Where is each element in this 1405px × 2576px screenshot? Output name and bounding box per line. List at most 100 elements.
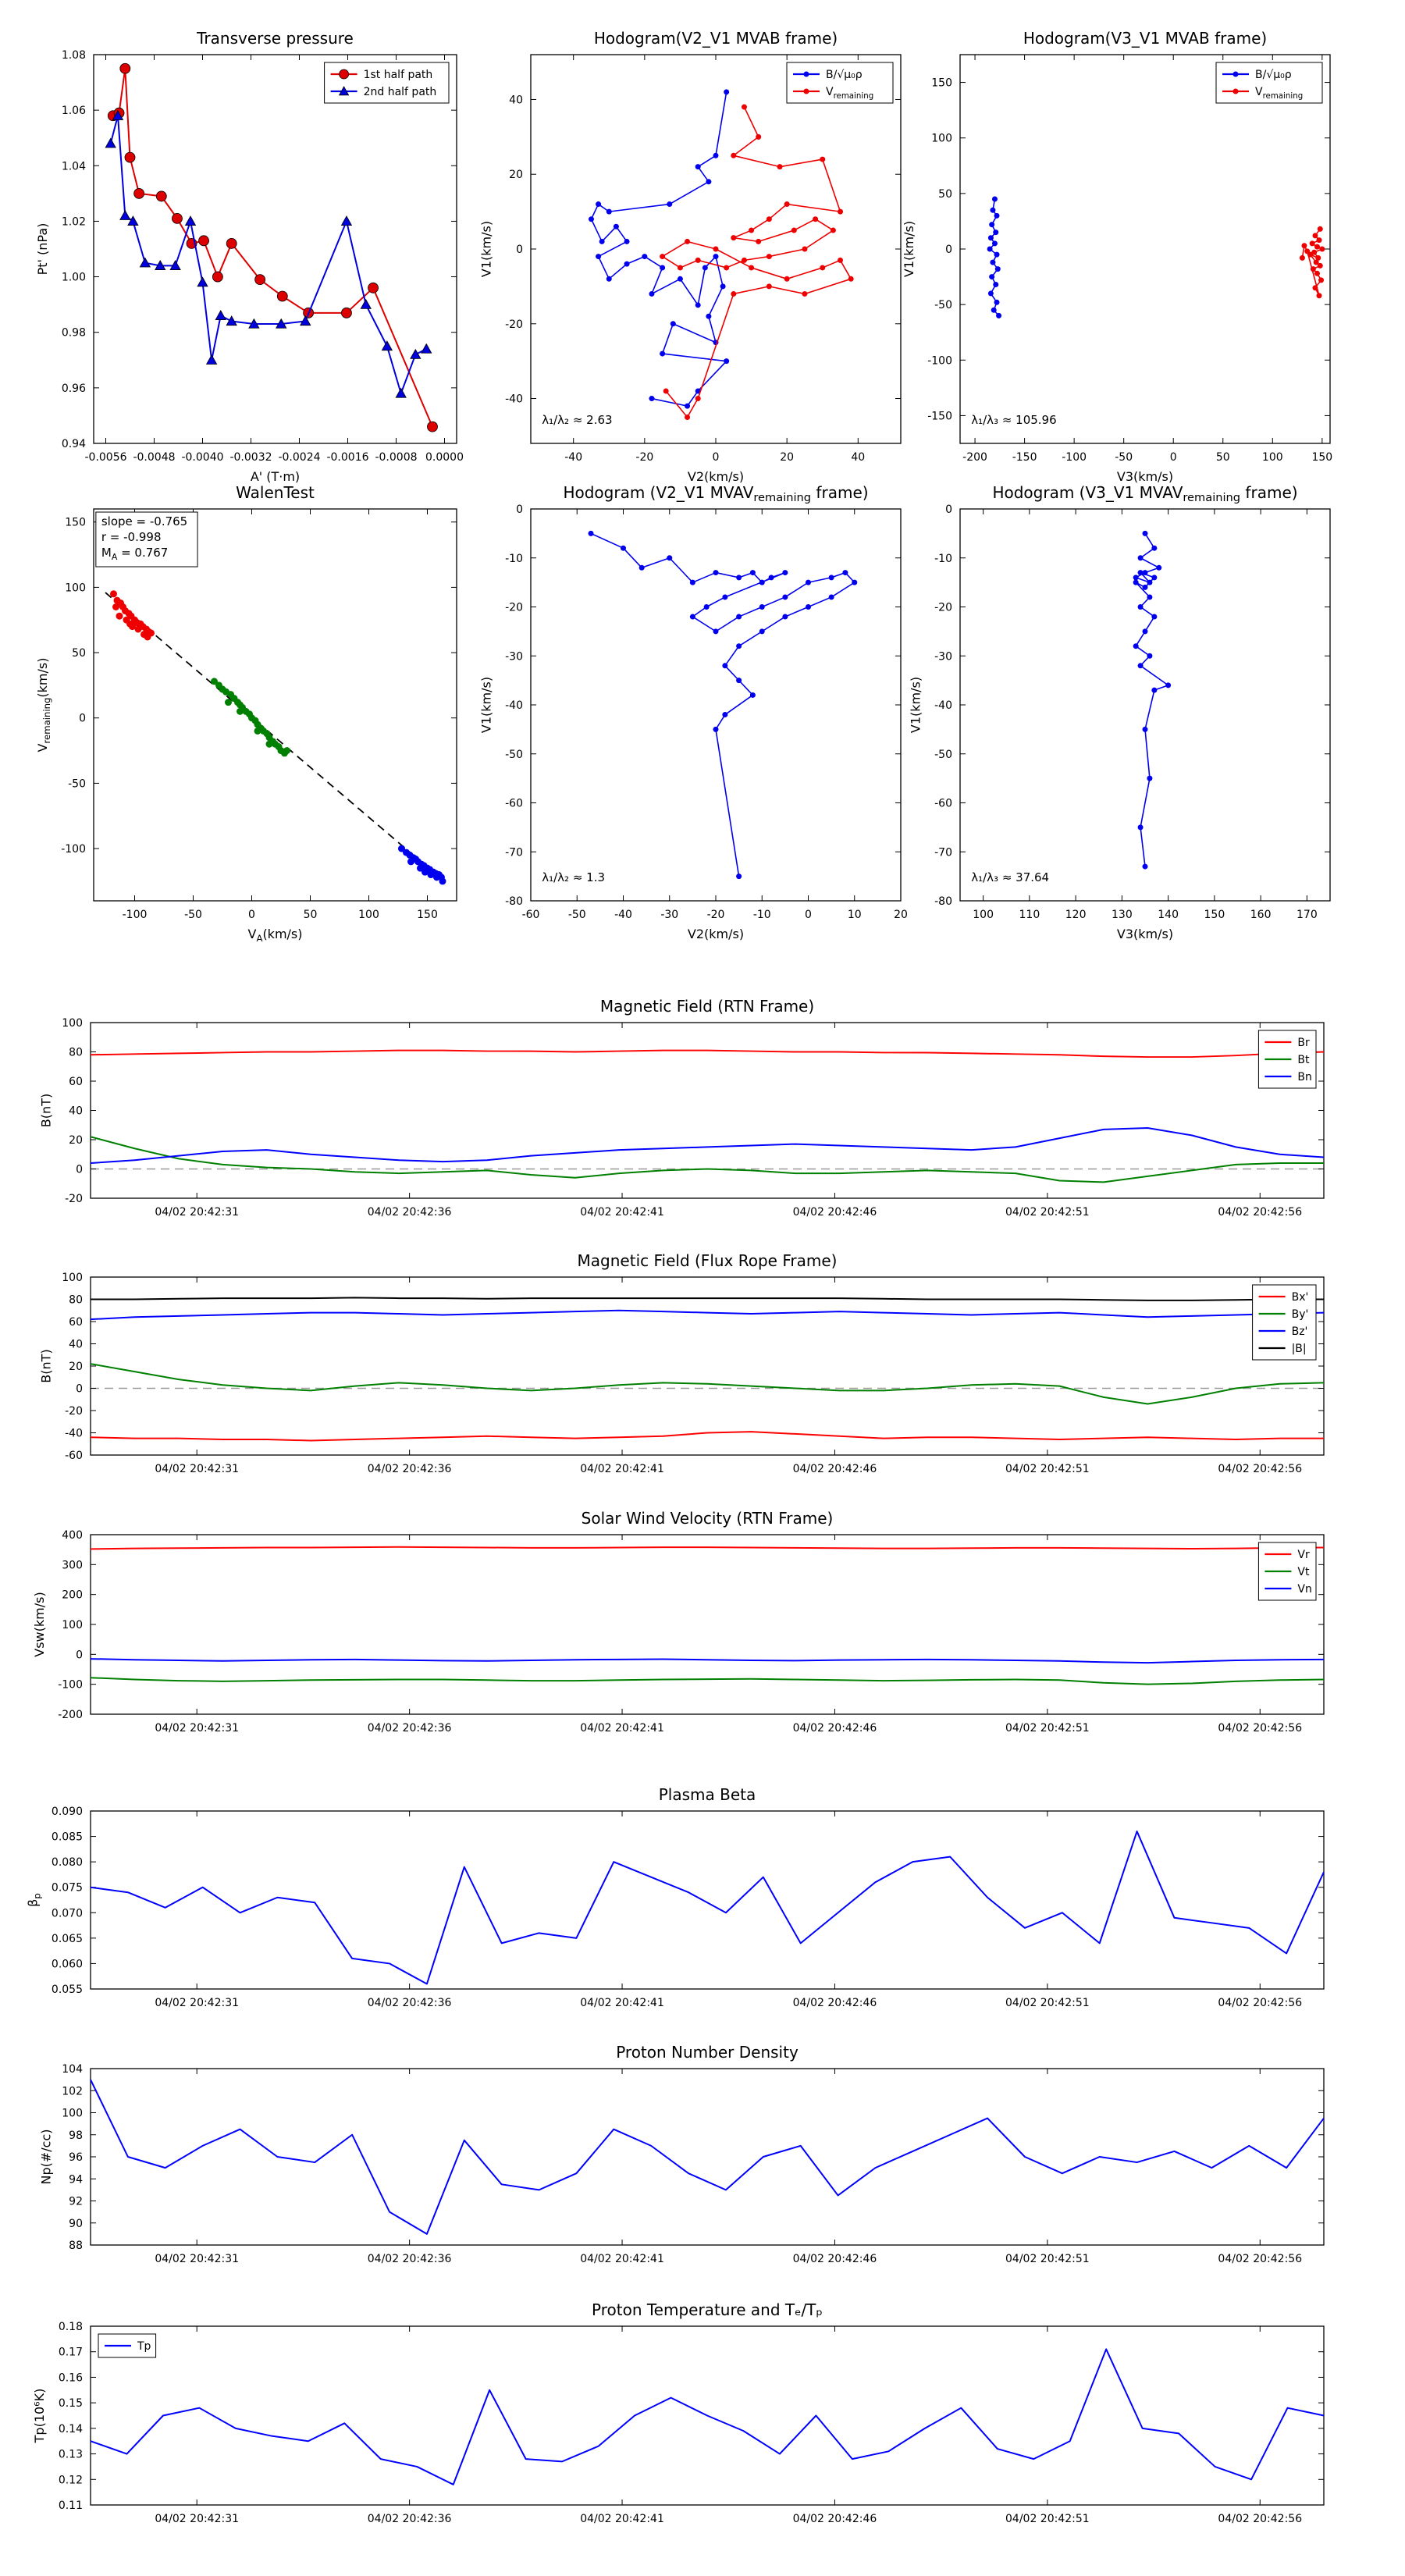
svg-text:60: 60 bbox=[69, 1316, 83, 1329]
svg-text:-80: -80 bbox=[505, 895, 523, 908]
svg-text:94: 94 bbox=[69, 2173, 83, 2186]
svg-text:-40: -40 bbox=[564, 451, 582, 464]
svg-text:-20: -20 bbox=[505, 318, 523, 331]
svg-text:-200: -200 bbox=[962, 451, 987, 464]
svg-text:-100: -100 bbox=[927, 354, 952, 367]
svg-text:04/02 20:42:46: 04/02 20:42:46 bbox=[793, 2513, 877, 2525]
svg-text:2nd half path: 2nd half path bbox=[364, 86, 437, 98]
svg-text:98: 98 bbox=[69, 2129, 83, 2142]
svg-text:Pt' (nPa): Pt' (nPa) bbox=[35, 223, 50, 276]
svg-text:150: 150 bbox=[417, 909, 438, 921]
svg-text:100: 100 bbox=[62, 1619, 83, 1631]
svg-text:04/02 20:42:36: 04/02 20:42:36 bbox=[368, 2513, 452, 2525]
svg-text:WalenTest: WalenTest bbox=[236, 483, 315, 502]
svg-text:04/02 20:42:51: 04/02 20:42:51 bbox=[1005, 1206, 1090, 1219]
svg-text:βp: βp bbox=[26, 1893, 43, 1907]
svg-text:04/02 20:42:56: 04/02 20:42:56 bbox=[1218, 1463, 1302, 1475]
svg-text:150: 150 bbox=[1311, 451, 1332, 464]
svg-text:88: 88 bbox=[69, 2240, 83, 2252]
svg-text:20: 20 bbox=[69, 1361, 83, 1373]
svg-text:20: 20 bbox=[780, 451, 794, 464]
svg-text:Tp(10⁶K): Tp(10⁶K) bbox=[32, 2389, 47, 2444]
svg-text:04/02 20:42:31: 04/02 20:42:31 bbox=[155, 1997, 239, 2009]
svg-text:-100: -100 bbox=[61, 843, 86, 856]
svg-text:100: 100 bbox=[65, 582, 86, 594]
svg-text:Transverse pressure: Transverse pressure bbox=[196, 29, 354, 48]
svg-text:04/02 20:42:41: 04/02 20:42:41 bbox=[580, 2253, 664, 2265]
svg-text:-10: -10 bbox=[934, 553, 952, 565]
svg-text:04/02 20:42:46: 04/02 20:42:46 bbox=[793, 2253, 877, 2265]
svg-text:V1(km/s): V1(km/s) bbox=[902, 221, 916, 277]
svg-text:B/√μ₀ρ: B/√μ₀ρ bbox=[826, 69, 863, 81]
svg-text:Vremaining: Vremaining bbox=[1255, 86, 1303, 101]
svg-text:-40: -40 bbox=[505, 699, 523, 712]
plot-hodogram-v2v1-mvav: -60 -50 -40 -30 -20 -10 0 10 20 0 -10 -20 -30 -40 -50 -… bbox=[479, 483, 908, 941]
svg-text:96: 96 bbox=[69, 2151, 83, 2164]
svg-text:-60: -60 bbox=[934, 798, 952, 810]
svg-text:Bx': Bx' bbox=[1292, 1291, 1309, 1304]
svg-text:λ₁/λ₂ ≈ 1.3: λ₁/λ₂ ≈ 1.3 bbox=[542, 870, 605, 884]
svg-text:Br: Br bbox=[1297, 1037, 1310, 1049]
svg-text:Hodogram(V2_V1 MVAB frame): Hodogram(V2_V1 MVAB frame) bbox=[594, 29, 838, 48]
svg-text:-0.0032: -0.0032 bbox=[229, 451, 272, 464]
svg-text:04/02 20:42:36: 04/02 20:42:36 bbox=[368, 1722, 452, 1735]
svg-text:140: 140 bbox=[1158, 909, 1179, 921]
svg-text:100: 100 bbox=[62, 1017, 83, 1030]
svg-text:-70: -70 bbox=[934, 846, 952, 859]
svg-text:0: 0 bbox=[248, 909, 255, 921]
svg-text:50: 50 bbox=[304, 909, 318, 921]
svg-text:40: 40 bbox=[851, 451, 865, 464]
plot-proton-density: 04/02 20:42:31 04/02 20:42:36 04/02 20:42:… bbox=[39, 2043, 1325, 2265]
svg-text:Magnetic Field (RTN Frame): Magnetic Field (RTN Frame) bbox=[600, 997, 814, 1016]
svg-text:-50: -50 bbox=[184, 909, 202, 921]
svg-text:04/02 20:42:41: 04/02 20:42:41 bbox=[580, 1722, 664, 1735]
svg-text:Magnetic Field (Flux Rope Fram: Magnetic Field (Flux Rope Frame) bbox=[578, 1251, 838, 1270]
svg-text:r = -0.998: r = -0.998 bbox=[101, 530, 162, 544]
svg-text:04/02 20:42:46: 04/02 20:42:46 bbox=[793, 1463, 877, 1475]
svg-text:104: 104 bbox=[62, 2063, 83, 2076]
svg-text:-40: -40 bbox=[614, 909, 632, 921]
svg-text:04/02 20:42:51: 04/02 20:42:51 bbox=[1005, 2513, 1090, 2525]
svg-text:04/02 20:42:31: 04/02 20:42:31 bbox=[155, 1722, 239, 1735]
svg-text:-50: -50 bbox=[934, 749, 952, 761]
svg-text:110: 110 bbox=[1019, 909, 1040, 921]
svg-text:-100: -100 bbox=[123, 909, 148, 921]
svg-text:04/02 20:42:51: 04/02 20:42:51 bbox=[1005, 1722, 1090, 1735]
svg-text:400: 400 bbox=[62, 1529, 83, 1542]
svg-text:Hodogram(V3_V1 MVAB frame): Hodogram(V3_V1 MVAB frame) bbox=[1023, 29, 1267, 48]
svg-text:V3(km/s): V3(km/s) bbox=[1117, 927, 1173, 941]
plot-walen-test: -100 -50 0 50 100 150 -100 -50 0 50 100 150 slope = … bbox=[35, 483, 457, 944]
svg-text:50: 50 bbox=[938, 188, 952, 201]
svg-text:100: 100 bbox=[62, 1272, 83, 1284]
svg-text:Vr: Vr bbox=[1297, 1549, 1310, 1561]
plot-hodogram-v3v1-mvav: 100 110 120 130 140 150 160 170 0 -10 -20 -30 -40 -50… bbox=[909, 483, 1331, 941]
svg-text:04/02 20:42:56: 04/02 20:42:56 bbox=[1218, 2253, 1302, 2265]
svg-text:|B|: |B| bbox=[1292, 1343, 1307, 1355]
svg-text:0.96: 0.96 bbox=[62, 382, 86, 395]
svg-text:0.060: 0.060 bbox=[52, 1958, 83, 1970]
svg-text:-70: -70 bbox=[505, 846, 523, 859]
svg-text:0.080: 0.080 bbox=[52, 1856, 83, 1869]
svg-text:100: 100 bbox=[931, 133, 952, 145]
svg-text:04/02 20:42:56: 04/02 20:42:56 bbox=[1218, 1997, 1302, 2009]
svg-text:-30: -30 bbox=[505, 650, 523, 663]
svg-text:0: 0 bbox=[805, 909, 812, 921]
svg-text:100: 100 bbox=[973, 909, 994, 921]
svg-text:Hodogram (V3_V1 MVAVremaining: Hodogram (V3_V1 MVAVremaining frame) bbox=[992, 483, 1297, 504]
svg-text:0: 0 bbox=[76, 1164, 83, 1176]
svg-text:λ₁/λ₂ ≈ 2.63: λ₁/λ₂ ≈ 2.63 bbox=[542, 413, 612, 427]
svg-text:-40: -40 bbox=[934, 699, 952, 712]
svg-text:Vremaining(km/s): Vremaining(km/s) bbox=[35, 658, 52, 753]
svg-text:200: 200 bbox=[62, 1589, 83, 1602]
svg-text:-20: -20 bbox=[65, 1193, 83, 1205]
svg-text:120: 120 bbox=[1065, 909, 1087, 921]
svg-text:-150: -150 bbox=[1012, 451, 1037, 464]
svg-text:V3(km/s): V3(km/s) bbox=[1117, 469, 1173, 484]
svg-text:-0.0056: -0.0056 bbox=[84, 451, 126, 464]
svg-text:1.02: 1.02 bbox=[62, 215, 86, 228]
svg-text:Bt: Bt bbox=[1297, 1054, 1310, 1066]
svg-text:0.065: 0.065 bbox=[52, 1933, 83, 1945]
svg-text:slope = -0.765: slope = -0.765 bbox=[101, 514, 187, 528]
svg-text:0.11: 0.11 bbox=[59, 2500, 83, 2512]
svg-text:-10: -10 bbox=[505, 553, 523, 565]
